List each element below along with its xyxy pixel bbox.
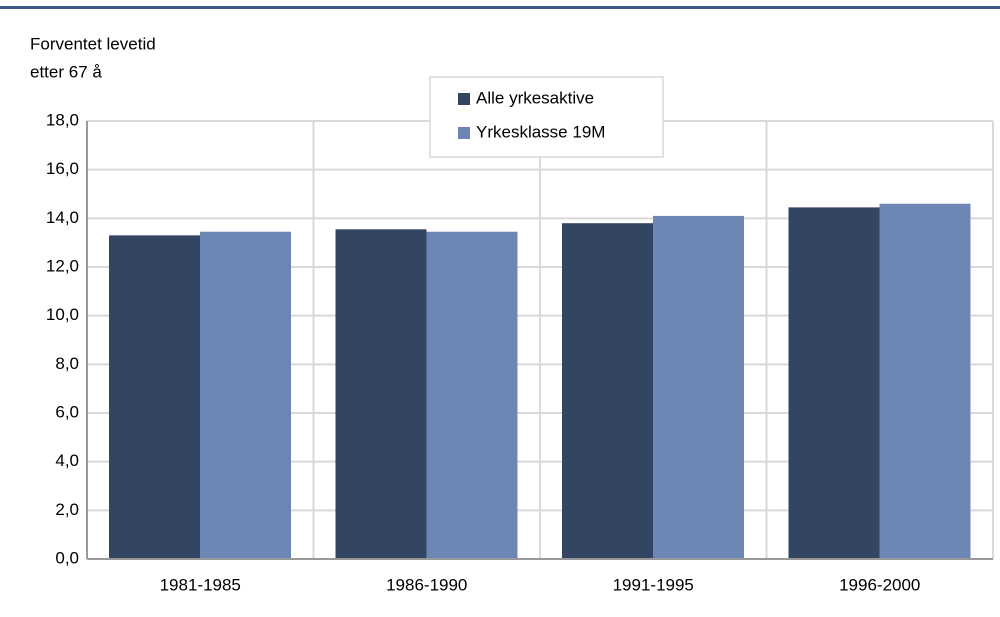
y-tick-label: 6,0 [55, 402, 79, 421]
legend-swatch [458, 127, 470, 139]
bar [109, 235, 200, 559]
bar [788, 207, 880, 559]
y-tick-label: 8,0 [55, 354, 79, 373]
x-tick-label: 1981-1985 [160, 575, 241, 594]
bar [200, 231, 291, 559]
legend-label: Yrkesklasse 19M [476, 122, 605, 141]
y-axis-label: Forventet levetid [30, 34, 156, 53]
legend-swatch [458, 93, 470, 105]
legend-label: Alle yrkesaktive [476, 88, 594, 107]
bar [562, 223, 653, 559]
header-rule [0, 6, 1000, 9]
bar [426, 231, 518, 559]
bar [653, 215, 744, 559]
x-tick-label: 1986-1990 [386, 575, 467, 594]
legend-box [429, 76, 664, 158]
x-tick-label: 1996-2000 [839, 575, 920, 594]
y-tick-label: 18,0 [46, 110, 79, 129]
y-tick-label: 12,0 [46, 256, 79, 275]
x-tick-label: 1991-1995 [613, 575, 694, 594]
y-tick-label: 10,0 [46, 305, 79, 324]
y-tick-label: 0,0 [55, 548, 79, 567]
bar [879, 203, 971, 559]
y-tick-label: 14,0 [46, 208, 79, 227]
y-tick-label: 2,0 [55, 500, 79, 519]
y-tick-label: 4,0 [55, 451, 79, 470]
y-tick-label: 16,0 [46, 159, 79, 178]
bar [335, 229, 427, 560]
y-axis-label: etter 67 å [30, 62, 102, 81]
